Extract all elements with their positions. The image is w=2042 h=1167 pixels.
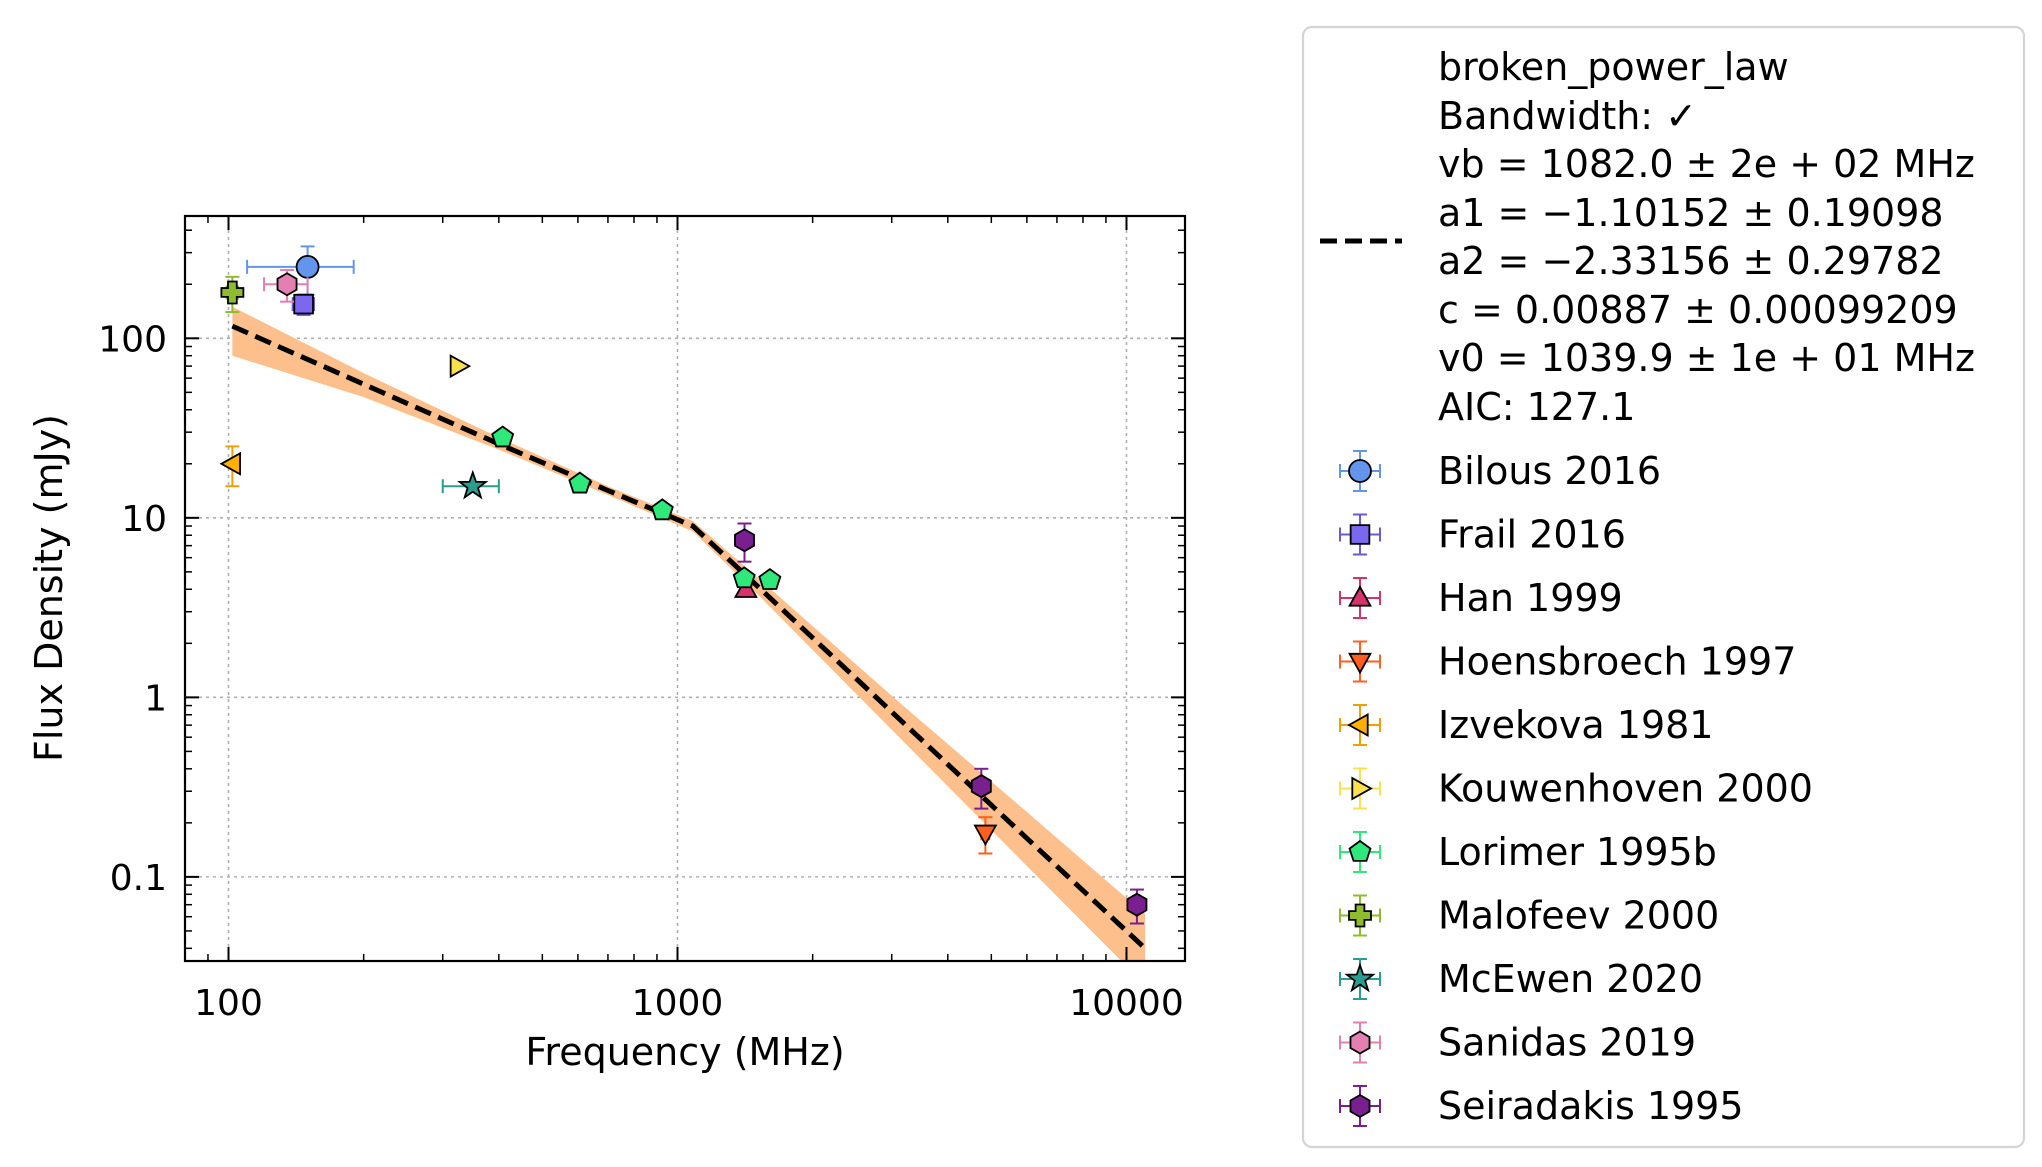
plot-frame — [183, 214, 1187, 963]
data-point — [263, 269, 309, 303]
data-point-marker — [293, 293, 314, 315]
x-tick-label: 10000 — [1069, 983, 1184, 1024]
legend-marker — [1347, 713, 1369, 737]
data-point — [758, 567, 782, 590]
y-tick-label: 100 — [98, 319, 167, 360]
tick-labels: 100 1000 10000 0.1 1 10 100 — [98, 319, 1183, 1024]
legend-label: Hoensbroech 1997 — [1438, 640, 1796, 684]
legend-box — [1301, 25, 2026, 1149]
data-point — [491, 425, 515, 448]
legend-entry: Han 1999 — [1339, 576, 1623, 620]
data-point — [220, 275, 245, 314]
legend-entry: Kouwenhoven 2000 — [1339, 767, 1813, 811]
data-point-marker — [650, 498, 674, 521]
data-point-marker — [734, 528, 755, 553]
data-point — [1126, 888, 1148, 925]
legend-label: Han 1999 — [1438, 576, 1623, 620]
data-point — [734, 522, 755, 563]
fit-info-line: a1 = −1.10152 ± 0.19098 — [1438, 191, 1944, 235]
legend: broken_power_law Bandwidth: ✓ vb = 1082.… — [1301, 25, 2026, 1149]
legend-label: McEwen 2020 — [1438, 957, 1703, 1001]
data-point-marker — [491, 425, 515, 448]
legend-entry: Seiradakis 1995 — [1339, 1084, 1744, 1128]
fit-info-line: v0 = 1039.9 ± 1e + 01 MHz — [1438, 336, 1975, 380]
data-point-marker — [970, 774, 992, 799]
data-point-marker — [457, 469, 489, 500]
fit-info-line: Bandwidth: ✓ — [1438, 94, 1697, 138]
fit-info-line: a2 = −2.33156 ± 0.29782 — [1438, 239, 1944, 283]
x-axis-label: Frequency (MHz) — [525, 1030, 844, 1074]
y-tick-label: 0.1 — [110, 858, 167, 899]
data-point-marker — [449, 354, 472, 379]
x-tick-label: 100 — [194, 983, 263, 1024]
axis-ticks — [184, 216, 1185, 961]
legend-marker — [1348, 903, 1372, 928]
legend-entry: Izvekova 1981 — [1339, 703, 1713, 747]
fit-info: broken_power_law Bandwidth: ✓ vb = 1082.… — [1438, 45, 1975, 429]
data-point-marker — [295, 254, 320, 279]
y-tick-label: 10 — [121, 499, 167, 540]
legend-marker — [1351, 776, 1373, 801]
data-points — [219, 245, 1148, 925]
legend-label: Bilous 2016 — [1438, 449, 1661, 493]
data-point — [732, 566, 756, 589]
data-point — [650, 498, 674, 521]
fit-band — [232, 306, 1146, 961]
data-point — [449, 354, 472, 379]
legend-marker — [1349, 1093, 1371, 1119]
legend-label: Izvekova 1981 — [1438, 703, 1713, 747]
legend-marker — [1348, 459, 1372, 483]
legend-entry: Sanidas 2019 — [1339, 1021, 1696, 1065]
data-point-marker — [568, 471, 592, 494]
legend-entry: Hoensbroech 1997 — [1339, 640, 1796, 684]
legend-label: Seiradakis 1995 — [1438, 1084, 1744, 1128]
legend-entry: Malofeev 2000 — [1339, 894, 1719, 938]
fit-info-line: vb = 1082.0 ± 2e + 02 MHz — [1438, 142, 1975, 186]
legend-marker — [1348, 652, 1372, 675]
legend-label: Frail 2016 — [1438, 513, 1626, 557]
fit-info-line: AIC: 127.1 — [1438, 385, 1635, 429]
legend-marker — [1344, 962, 1376, 993]
legend-label: Malofeev 2000 — [1438, 894, 1719, 938]
y-tick-label: 1 — [144, 678, 167, 719]
data-point-marker — [219, 451, 241, 476]
data-point — [970, 767, 992, 810]
legend-label: Sanidas 2019 — [1438, 1021, 1696, 1065]
legend-marker — [1349, 524, 1371, 545]
fit-confidence-band — [232, 306, 1146, 961]
legend-entry: McEwen 2020 — [1339, 957, 1703, 1001]
legend-marker — [1348, 585, 1372, 607]
data-point — [973, 816, 998, 855]
data-point-marker — [220, 280, 245, 305]
fit-info-line: broken_power_law — [1438, 45, 1789, 89]
legend-label: Kouwenhoven 2000 — [1438, 767, 1813, 811]
fit-line-path — [231, 323, 1147, 951]
data-point-marker — [973, 824, 998, 847]
data-point-marker — [276, 272, 298, 297]
data-point-marker — [1126, 892, 1148, 917]
data-point-marker — [758, 567, 782, 590]
data-point — [219, 445, 241, 488]
data-point-marker — [732, 566, 756, 589]
fit-line — [231, 323, 1147, 951]
legend-entry: Bilous 2016 — [1339, 449, 1661, 493]
legend-marker — [1348, 839, 1372, 862]
y-axis-label: Flux Density (mJy) — [27, 414, 71, 762]
legend-entry: Lorimer 1995b — [1339, 830, 1717, 874]
fit-info-line: c = 0.00887 ± 0.00099209 — [1438, 288, 1958, 332]
legend-marker — [1349, 1030, 1371, 1055]
legend-entries: Bilous 2016 Frail 2016 Han 1999 Hoensbroech… — [1339, 449, 1813, 1128]
data-point — [568, 471, 592, 494]
legend-entry: Frail 2016 — [1339, 513, 1626, 557]
legend-label: Lorimer 1995b — [1438, 830, 1717, 874]
data-point — [441, 469, 500, 500]
data-point — [291, 293, 315, 316]
x-tick-label: 1000 — [632, 983, 724, 1024]
